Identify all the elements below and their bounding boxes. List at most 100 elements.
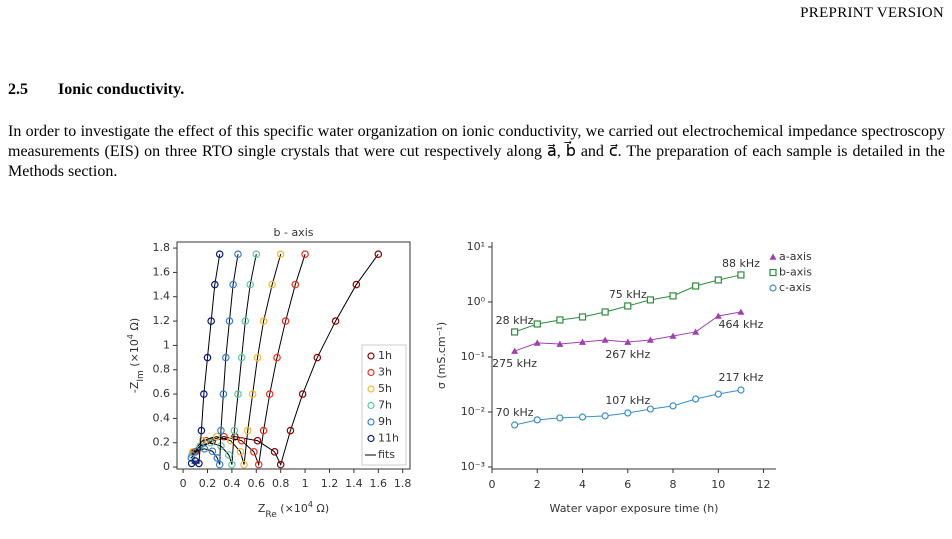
plot-frame [176, 241, 411, 470]
data-point [331, 317, 340, 325]
data-point [188, 451, 196, 459]
data-point [692, 328, 700, 335]
legend-marker [367, 401, 375, 410]
x-tick-label: 1.8 [394, 477, 412, 490]
data-point [234, 250, 242, 258]
y-axis-label: σ (mS.cm⁻¹) [435, 322, 448, 389]
data-point [197, 426, 206, 435]
data-point [714, 276, 722, 284]
legend-marker [367, 418, 375, 426]
x-tick-label: 0 [489, 478, 496, 491]
data-point [646, 405, 655, 413]
section-title: Ionic conductivity. [58, 81, 185, 98]
fit-line [192, 254, 282, 465]
x-axis-label-part: 4 [308, 500, 313, 509]
y-tick-label: 0.2 [153, 436, 171, 449]
legend-label: 1h [378, 349, 392, 362]
data-point [248, 390, 257, 398]
legend-marker [769, 268, 777, 277]
paragraph: In order to investigate the effect of th… [8, 123, 945, 180]
x-tick-label: 0.6 [248, 477, 266, 490]
fit-line [190, 254, 239, 465]
data-point [252, 250, 261, 258]
data-point [646, 296, 655, 304]
x-axis-label: Water vapor exposure time (h) [550, 502, 719, 515]
legend-label: b-axis [779, 266, 812, 279]
data-point [206, 438, 215, 447]
data-point [259, 426, 268, 435]
data-point [225, 451, 233, 459]
data-point [215, 250, 224, 258]
data-point [556, 414, 564, 422]
legend-marker [367, 385, 375, 393]
data-point [624, 409, 632, 417]
x-axis-label: ZRe (×104 Ω) [258, 500, 329, 520]
data-point [265, 390, 274, 398]
data-point [195, 459, 203, 468]
annotation: 28 kHz [496, 314, 534, 327]
data-point [692, 282, 700, 290]
annotation: 75 kHz [609, 288, 647, 301]
x-tick-label: 0 [180, 477, 187, 490]
y-axis-label: -ZIm (×104 Ω) [126, 318, 146, 393]
data-point [241, 317, 250, 325]
legend-marker [769, 284, 777, 292]
x-axis-label-part: Ω) [313, 502, 329, 515]
annotation: 267 kHz [605, 348, 650, 361]
legend-marker [367, 434, 375, 443]
running-header: PREPRINT VERSION [800, 5, 944, 21]
data-point [281, 317, 290, 325]
x-tick-label: 0.4 [223, 477, 241, 490]
data-point [646, 336, 654, 343]
y-tick-label: 1 [163, 338, 170, 351]
legend-label: a-axis [779, 250, 812, 263]
data-point [714, 312, 722, 319]
data-point [237, 436, 246, 445]
legend-marker [769, 253, 777, 260]
legend-label: 3h [378, 366, 392, 379]
data-point [221, 353, 230, 362]
data-point [601, 412, 609, 420]
x-axis-label-part: (×10 [277, 502, 308, 515]
data-point [240, 460, 248, 469]
data-point [228, 460, 236, 469]
data-point [219, 390, 228, 398]
y-tick-label: 10¹ [467, 240, 485, 253]
data-point [211, 280, 219, 289]
data-point [624, 338, 632, 345]
data-point [533, 320, 541, 328]
legend-label: c-axis [779, 281, 811, 294]
annotation: 464 kHz [718, 318, 763, 331]
data-point [579, 338, 587, 345]
data-point [692, 395, 700, 403]
fit-line [191, 254, 257, 465]
data-point [298, 390, 307, 398]
x-axis-label-part: Z [258, 502, 266, 515]
legend-marker [367, 352, 375, 360]
y-tick-label: 10⁻² [461, 405, 485, 418]
data-point [374, 250, 383, 258]
data-point [273, 353, 281, 362]
y-tick-label: 10⁰ [467, 295, 486, 308]
y-tick-label: 10⁻³ [461, 460, 485, 473]
x-tick-label: 0.2 [199, 477, 217, 490]
data-point [624, 302, 632, 310]
annotation: 275 kHz [492, 357, 537, 370]
y-axis-label-part: Ω) [128, 318, 141, 334]
data-point [601, 336, 609, 343]
data-point [246, 280, 254, 289]
data-point [737, 271, 745, 279]
data-point [511, 328, 519, 336]
data-point [253, 436, 262, 445]
x-tick-label: 1.4 [345, 477, 363, 490]
data-point [533, 416, 541, 424]
y-tick-label: 0 [163, 460, 170, 473]
data-point [213, 454, 222, 462]
data-point [207, 317, 215, 325]
data-point [200, 445, 209, 453]
section-heading: 2.5 Ionic conductivity. [8, 81, 184, 99]
x-tick-label: 2 [534, 478, 541, 491]
data-point [578, 313, 587, 321]
data-point [556, 340, 564, 347]
